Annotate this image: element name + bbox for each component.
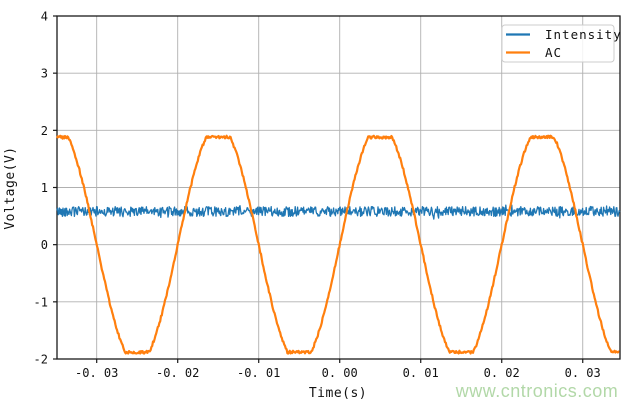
watermark: www.cntronics.com: [455, 381, 619, 401]
y-tick-label: -1: [34, 295, 48, 309]
y-tick-label: 1: [41, 181, 48, 195]
y-tick-label: 3: [41, 67, 48, 81]
grid-layer: [57, 15, 620, 360]
y-tick-label: 4: [41, 10, 48, 24]
legend: Intensity AC: [501, 24, 622, 63]
x-tick-label: -0. 02: [156, 366, 199, 380]
series-intensity-line: [56, 204, 621, 220]
y-tick-label: 0: [41, 238, 48, 252]
x-tick-label: 0. 01: [403, 366, 439, 380]
series-ac-line: [55, 134, 620, 355]
x-tick-label: -0. 03: [75, 366, 118, 380]
series-layer: [55, 134, 621, 355]
legend-label-intensity: Intensity: [545, 27, 622, 42]
legend-label-ac: AC: [545, 45, 562, 60]
x-tick-labels: -0. 03 -0. 02 -0. 01 0. 00 0. 01 0. 02 0…: [75, 366, 601, 380]
y-tick-label: 2: [41, 124, 48, 138]
y-axis-label: Voltage(V): [3, 146, 18, 229]
x-axis-label: Time(s): [309, 386, 367, 401]
x-tick-label: -0. 01: [237, 366, 280, 380]
x-tick-label: 0. 03: [565, 366, 601, 380]
tick-layer: [53, 15, 584, 363]
x-tick-label: 0. 02: [484, 366, 520, 380]
y-tick-labels: 4 3 2 1 0 -1 -2: [34, 10, 48, 367]
x-tick-label: 0. 00: [322, 366, 358, 380]
y-tick-label: -2: [34, 353, 48, 367]
